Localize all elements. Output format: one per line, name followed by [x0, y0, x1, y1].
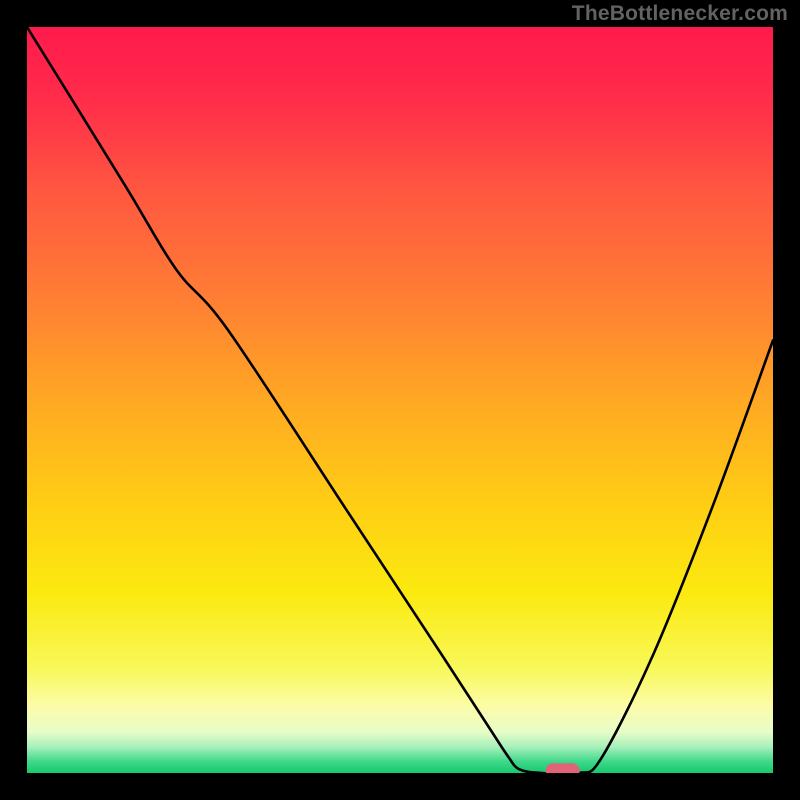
bottleneck-curve-chart [0, 0, 800, 800]
chart-frame: TheBottlenecker.com [0, 0, 800, 800]
watermark-text: TheBottlenecker.com [572, 2, 788, 26]
plot-gradient-background [27, 27, 773, 773]
